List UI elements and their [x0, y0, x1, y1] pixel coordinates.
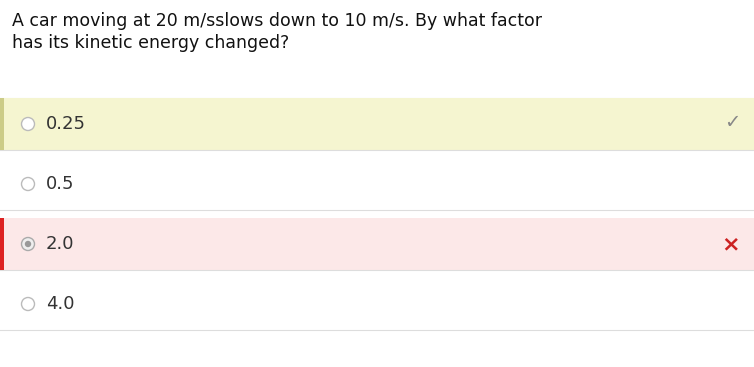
Bar: [0, 98, 4, 150]
Circle shape: [22, 298, 35, 310]
Bar: [0, 98, 754, 150]
Text: 4.0: 4.0: [46, 295, 75, 313]
Text: 2.0: 2.0: [46, 235, 75, 253]
Text: 0.5: 0.5: [46, 175, 75, 193]
Text: ×: ×: [722, 234, 740, 254]
Circle shape: [22, 237, 35, 251]
Bar: [0, 218, 754, 270]
Circle shape: [25, 241, 31, 247]
Text: A car moving at 20 m/sslows down to 10 m/s. By what factor: A car moving at 20 m/sslows down to 10 m…: [12, 12, 542, 30]
Text: has its kinetic energy changed?: has its kinetic energy changed?: [12, 34, 290, 52]
Text: 0.25: 0.25: [46, 115, 86, 133]
Circle shape: [22, 117, 35, 131]
Text: ✓: ✓: [724, 113, 740, 132]
Circle shape: [22, 178, 35, 190]
Bar: [0, 218, 4, 270]
